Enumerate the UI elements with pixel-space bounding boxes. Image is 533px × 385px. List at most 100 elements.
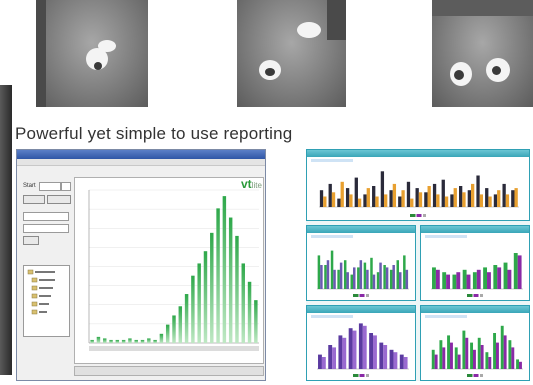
panel-links[interactable] <box>311 159 353 162</box>
panel-bar-b <box>457 354 461 369</box>
chart-bar <box>210 232 214 343</box>
panel-bar-b <box>505 194 510 207</box>
panel-bar-a <box>454 347 458 369</box>
panel-bar-a <box>389 269 393 289</box>
panel-bar-a <box>467 190 471 207</box>
panel-bar-a <box>477 337 481 369</box>
panel-bar-a <box>500 325 504 369</box>
panel-legend <box>467 374 483 377</box>
panel-bar-a <box>493 265 498 289</box>
panel-links[interactable] <box>311 315 353 318</box>
dashboard-panel-4 <box>306 305 416 381</box>
panel-bar-a <box>462 269 467 289</box>
panel-chart <box>431 253 523 290</box>
usage-chart <box>74 177 264 364</box>
panel-bar-b <box>497 267 502 289</box>
chart-bar <box>241 263 245 343</box>
panel-bar-a <box>415 188 419 207</box>
horizontal-scrollbar[interactable] <box>74 366 264 376</box>
option-button-1[interactable] <box>23 195 45 204</box>
option-button-2[interactable] <box>47 195 71 204</box>
panel-bar-b <box>403 357 408 369</box>
panel-bar-a <box>511 190 515 207</box>
camera-snapshot-2 <box>237 0 346 107</box>
panel-bar-a <box>372 186 376 207</box>
panel-bar-a <box>399 354 404 369</box>
panel-bar-a <box>403 255 406 289</box>
panel-bar-b <box>503 335 507 369</box>
panel-bar-b <box>488 196 492 207</box>
panel-bar-a <box>363 194 367 207</box>
panel-bar-a <box>431 349 435 369</box>
chart-bar <box>90 339 94 343</box>
panel-bar-a <box>398 196 402 207</box>
panel-bar-b <box>375 196 379 207</box>
panel-bar-b <box>349 194 353 207</box>
panel-bar-a <box>470 342 474 369</box>
panel-header <box>421 226 529 233</box>
apply-button[interactable] <box>23 236 39 245</box>
panel-bar-a <box>379 342 384 369</box>
panel-bar-a <box>369 333 374 369</box>
chart-bar <box>140 339 145 343</box>
panel-bar-b <box>320 265 323 289</box>
panel-bar-a <box>485 188 489 207</box>
panel-bar-a <box>328 183 332 207</box>
panel-bar-a <box>450 194 454 207</box>
dashboard <box>306 149 530 381</box>
chart-bar <box>197 263 201 343</box>
panel-bar-b <box>471 183 475 207</box>
chart-bar <box>178 306 183 343</box>
chart-bar <box>115 339 120 343</box>
panel-bar-b <box>366 188 370 207</box>
panel-chart <box>317 250 409 290</box>
panel-bar-b <box>511 347 515 369</box>
panel-bar-a <box>462 330 466 369</box>
panel-bar-b <box>418 192 423 207</box>
chart-bar <box>153 339 157 343</box>
chart-bar <box>128 338 132 343</box>
chart-bar <box>228 217 233 343</box>
panel-bar-b <box>357 198 362 207</box>
panel-bar-b <box>392 183 397 207</box>
panel-bar-b <box>480 345 484 369</box>
start-date-input[interactable] <box>39 182 61 191</box>
tree-folder-icon <box>27 269 55 315</box>
panel-links[interactable] <box>425 235 467 238</box>
panel-bar-b <box>321 357 326 369</box>
panel-bar-b <box>331 192 336 207</box>
panel-bar-b <box>487 272 491 289</box>
camera-snapshot-1 <box>36 0 148 107</box>
panel-bar-b <box>410 198 414 207</box>
panel-bar-a <box>338 335 343 369</box>
panel-bar-a <box>513 253 518 289</box>
panel-bar-b <box>323 196 327 207</box>
panel-bar-b <box>479 194 483 207</box>
panel-bar-b <box>434 354 438 369</box>
panel-bar-b <box>372 274 376 289</box>
panel-bar-b <box>405 269 409 289</box>
panel-bar-a <box>502 183 506 207</box>
filter-input-1[interactable] <box>23 212 69 221</box>
panel-links[interactable] <box>425 315 467 318</box>
filter-input-2[interactable] <box>23 224 69 233</box>
panel-bar-b <box>339 262 343 289</box>
panel-bar-a <box>396 260 400 289</box>
panel-bar-b <box>519 361 522 369</box>
panel-bar-a <box>389 349 394 369</box>
dashboard-panel-1 <box>306 149 530 221</box>
panel-bar-a <box>343 260 347 289</box>
panel-bar-b <box>359 260 363 289</box>
chart-bar <box>247 281 252 343</box>
site-tree[interactable] <box>23 265 70 337</box>
panel-bar-b <box>514 188 518 207</box>
panel-bar-a <box>424 192 428 207</box>
panel-links[interactable] <box>311 235 353 238</box>
panel-chart <box>431 325 523 370</box>
chart-bar <box>172 315 176 343</box>
panel-bar-b <box>436 194 440 207</box>
start-date-dropdown[interactable] <box>61 182 71 191</box>
panel-bar-b <box>427 186 431 207</box>
start-label: Start <box>23 183 36 189</box>
panel-bar-b <box>497 190 501 207</box>
